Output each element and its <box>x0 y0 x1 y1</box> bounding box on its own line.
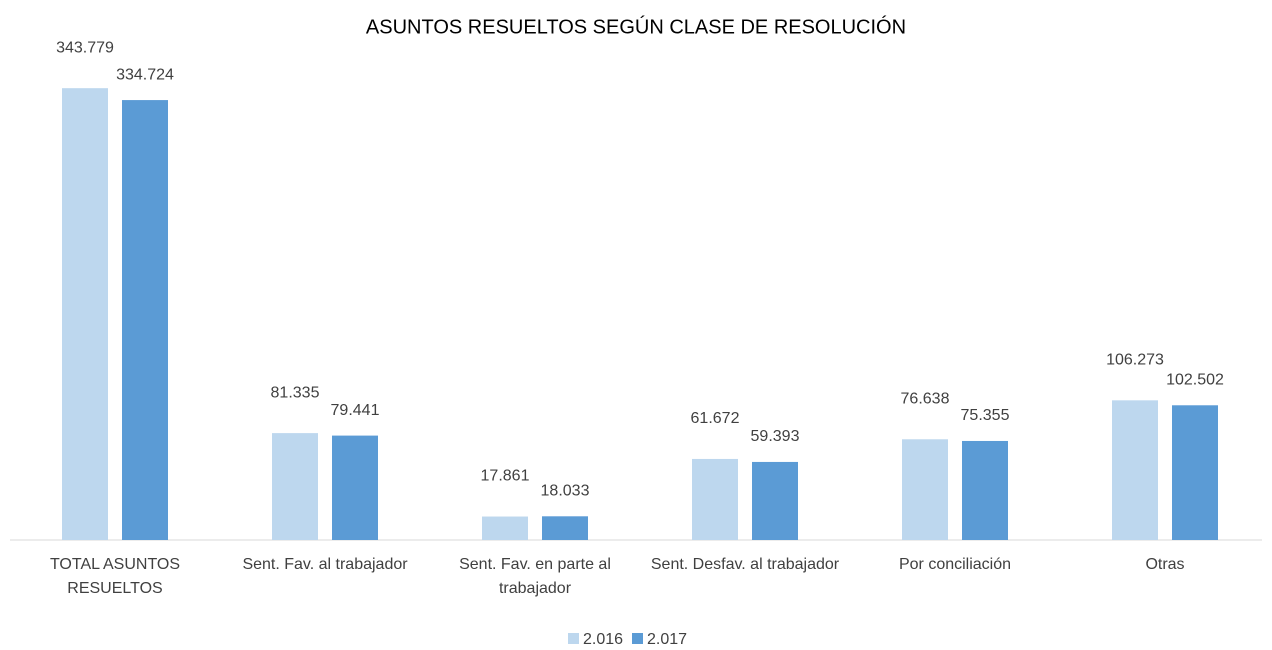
data-label: 17.861 <box>481 468 530 485</box>
x-tick-label: Sent. Desfav. al trabajador <box>650 556 840 573</box>
x-tick-label: TOTAL ASUNTOS RESUELTOS <box>49 556 181 597</box>
x-tick-label: Sent. Fav. al trabajador <box>242 556 408 573</box>
bar <box>752 461 798 540</box>
bar <box>902 439 948 540</box>
bar <box>122 100 168 540</box>
x-tick-label: Por conciliación <box>898 556 1012 573</box>
bar <box>332 435 378 540</box>
x-tick-label: Sent. Fav. en parte al trabajador <box>459 556 611 597</box>
data-label: 343.779 <box>56 39 114 56</box>
data-label: 334.724 <box>116 66 174 83</box>
data-label: 102.502 <box>1166 372 1224 389</box>
x-tick-label: Otras <box>1145 556 1185 573</box>
chart-title: ASUNTOS RESUELTOS SEGÚN CLASE DE RESOLUC… <box>366 15 906 38</box>
bar <box>62 88 108 540</box>
bar <box>962 440 1008 540</box>
data-label: 75.355 <box>961 407 1010 424</box>
bar <box>1112 400 1158 540</box>
legend-label: 2.017 <box>647 631 687 648</box>
legend-label: 2.016 <box>583 631 623 648</box>
bar <box>542 516 588 540</box>
data-label: 106.273 <box>1106 352 1164 369</box>
data-label: 59.393 <box>751 428 800 445</box>
data-label: 18.033 <box>541 483 590 500</box>
legend-swatch <box>632 633 643 644</box>
data-label: 61.672 <box>691 410 740 427</box>
bar <box>692 458 738 540</box>
bar <box>1172 405 1218 540</box>
bar <box>272 433 318 540</box>
data-label: 76.638 <box>901 390 950 407</box>
legend-swatch <box>568 633 579 644</box>
data-label: 81.335 <box>271 384 320 401</box>
data-label: 79.441 <box>331 402 380 419</box>
bar <box>482 516 528 540</box>
